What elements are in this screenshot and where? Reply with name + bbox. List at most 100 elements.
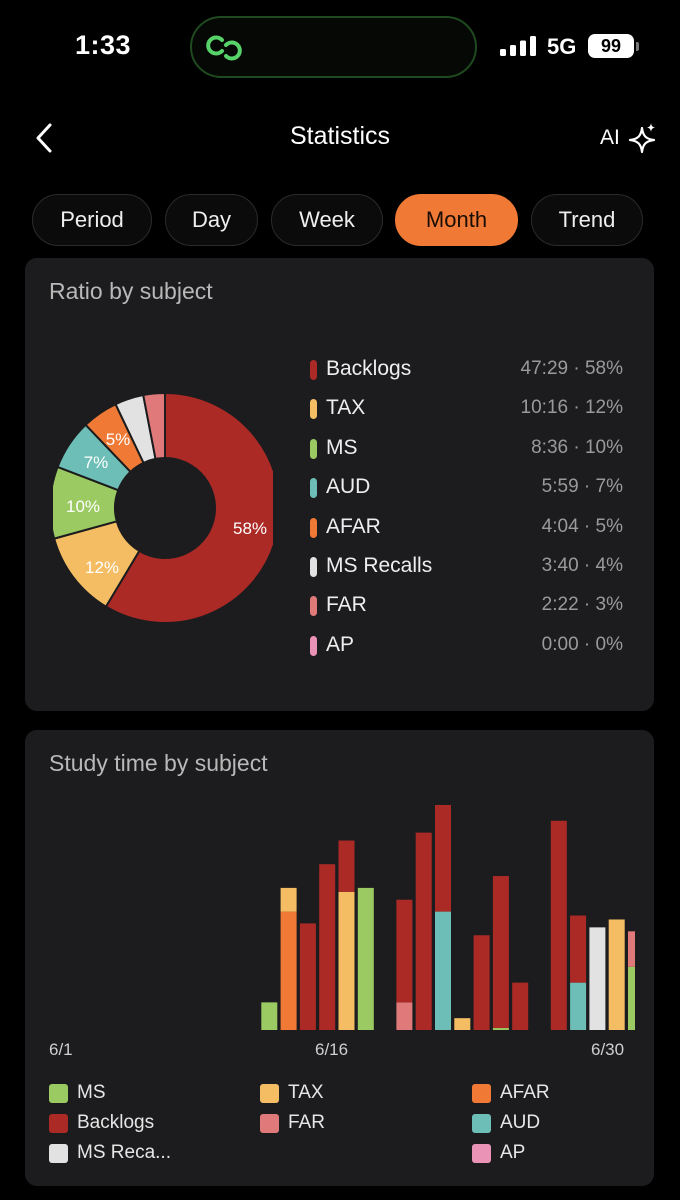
color-dot: [310, 596, 317, 617]
tab-trend[interactable]: Trend: [531, 194, 643, 246]
ratio-donut-chart: 58% 12% 10% 7% 5%: [53, 393, 273, 623]
legend-value: 8:36 · 10%: [531, 436, 623, 458]
legend-row-aud: AUD 5:59 · 7%: [308, 468, 623, 507]
legend-name: MS Reca...: [77, 1142, 171, 1163]
bar-segment-backlogs: [512, 982, 529, 1030]
legend-row-ms: MS 8:36 · 10%: [308, 429, 623, 468]
bar-segment-backlogs: [492, 876, 509, 1029]
tab-period[interactable]: Period: [32, 194, 152, 246]
ratio-by-subject-card: Ratio by subject 58% 12% 10% 7% 5% Backl…: [25, 258, 654, 711]
color-swatch: [49, 1144, 68, 1163]
legend-name: TAX: [288, 1082, 324, 1103]
color-dot: [310, 360, 317, 380]
dynamic-island: [190, 16, 477, 78]
tab-month[interactable]: Month: [395, 194, 518, 246]
legend-name: AUD: [500, 1112, 541, 1133]
legend-name: MS Recalls: [326, 553, 433, 577]
tab-day[interactable]: Day: [165, 194, 258, 246]
bar-segment-tax: [608, 919, 625, 1030]
color-swatch: [260, 1114, 279, 1133]
ratio-card-title: Ratio by subject: [49, 278, 213, 304]
ai-button[interactable]: AI: [600, 126, 620, 149]
bar-segment-backlogs: [550, 820, 567, 1030]
bar-segment-tax: [454, 1018, 471, 1030]
legend-row-far: FAR 2:22 · 3%: [308, 586, 623, 625]
ratio-legend: Backlogs 47:29 · 58% TAX 10:16 · 12% MS 8:3…: [308, 350, 623, 665]
color-dot: [310, 399, 317, 420]
legend-value: 4:04 · 5%: [541, 515, 623, 537]
legend-value: 0:00 · 0%: [541, 633, 623, 655]
bar-segment-ms: [261, 1002, 278, 1030]
x-label-end: 6/30: [591, 1040, 625, 1059]
legend-row-backlogs: Backlogs 47:29 · 58%: [308, 350, 623, 389]
bar-segment-far: [396, 1002, 413, 1030]
legend-name: TAX: [326, 396, 366, 420]
battery-nub: [636, 42, 639, 51]
color-swatch: [472, 1114, 491, 1133]
legend-name: AP: [326, 632, 355, 656]
bar-segment-far: [628, 931, 635, 967]
bar-segment-backlogs: [338, 840, 355, 892]
x-label-mid: 6/16: [315, 1040, 349, 1059]
legend-value: 2:22 · 3%: [541, 594, 623, 616]
legend-name: Backlogs: [326, 357, 412, 380]
legend-name: AUD: [326, 475, 371, 499]
color-swatch: [472, 1084, 491, 1103]
bar-segment-backlogs: [299, 923, 316, 1030]
page-title: Statistics: [289, 122, 391, 150]
bar-segment-backlogs: [473, 935, 490, 1030]
tab-week[interactable]: Week: [271, 194, 383, 246]
battery-icon: 99: [588, 34, 634, 58]
bar-segment-ms: [492, 1028, 509, 1030]
legend-row-ms-recalls: MS Recalls 3:40 · 4%: [308, 547, 623, 586]
legend-value: 5:59 · 7%: [541, 476, 623, 498]
study-time-by-subject-card: Study time by subject 6/1 6/16 6/30 MS T…: [25, 730, 654, 1186]
bar-segment-backlogs: [396, 899, 413, 1003]
slice-label-tax: 12%: [85, 558, 119, 577]
color-dot: [310, 478, 317, 499]
color-dot: [310, 556, 317, 577]
sparkle-icon[interactable]: [628, 122, 658, 154]
donut-slice-backlogs: [104, 393, 273, 623]
study-card-title: Study time by subject: [49, 750, 268, 776]
bar-segment-backlogs: [415, 832, 432, 1030]
color-dot: [310, 517, 317, 538]
color-swatch: [260, 1084, 279, 1103]
legend-value: 3:40 · 4%: [541, 554, 623, 576]
color-swatch: [472, 1144, 491, 1163]
legend-row-tax: TAX 10:16 · 12%: [308, 389, 623, 428]
status-time: 1:33: [75, 30, 132, 60]
signal-icon: [500, 36, 536, 56]
network-label: 5G: [547, 34, 577, 59]
status-bar: 1:33 5G 99: [0, 0, 680, 92]
study-time-bar-chart: [261, 805, 635, 1030]
slice-label-ms: 10%: [66, 497, 100, 516]
legend-name: Backlogs: [77, 1112, 155, 1133]
legend-name: MS: [326, 435, 358, 459]
legend-value: 10:16 · 12%: [520, 397, 623, 419]
link-icon: [206, 35, 242, 61]
color-swatch: [49, 1114, 68, 1133]
bar-segment-backlogs: [319, 864, 336, 1030]
bar-segment-backlogs: [435, 805, 451, 912]
slice-label-afar: 5%: [106, 430, 131, 449]
bar-segment-afar: [280, 911, 297, 1030]
color-dot: [310, 635, 317, 656]
color-swatch: [49, 1084, 68, 1103]
period-tabs: Period Day Week Month Trend: [0, 194, 680, 246]
bar-segment-tax: [280, 887, 297, 912]
bar-segment-ms: [628, 966, 635, 1030]
legend-value: 47:29 · 58%: [520, 358, 623, 379]
bar-segment-ms-recalls: [589, 927, 606, 1030]
legend-name: AP: [500, 1142, 526, 1163]
bar-segment-aud: [570, 982, 587, 1030]
bar-segment-ms: [357, 887, 374, 1030]
legend-name: FAR: [326, 593, 367, 617]
bar-segment-backlogs: [570, 915, 587, 983]
color-dot: [310, 438, 317, 459]
legend-name: AFAR: [500, 1082, 550, 1103]
back-arrow-icon[interactable]: [30, 118, 60, 158]
donut-slice-far: [142, 393, 166, 461]
bar-segment-tax: [338, 891, 355, 1030]
slice-label-backlogs: 58%: [233, 519, 267, 538]
